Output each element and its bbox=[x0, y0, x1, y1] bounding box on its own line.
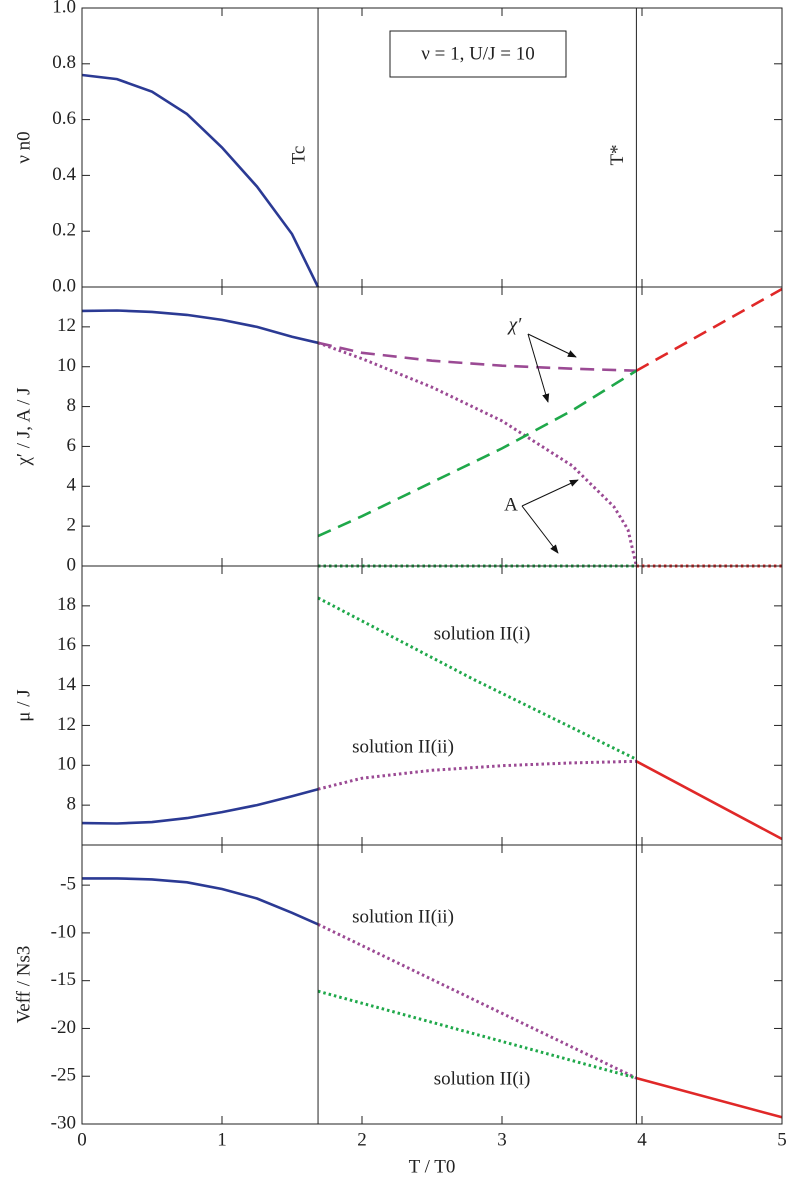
x-axis-label: T / T0 bbox=[409, 1156, 456, 1177]
series-line bbox=[317, 759, 637, 791]
series-line bbox=[317, 341, 638, 567]
y-tick-label: -20 bbox=[51, 1017, 76, 1038]
series-line bbox=[635, 287, 783, 372]
y-tick-label: 0.2 bbox=[52, 220, 76, 241]
x-tick-label: 3 bbox=[497, 1129, 507, 1150]
y-tick-label: 12 bbox=[57, 714, 76, 735]
annotation: solution II(i) bbox=[434, 1068, 531, 1089]
series-line bbox=[635, 760, 783, 841]
marker-label: Tc bbox=[288, 146, 309, 165]
y-tick-label: 4 bbox=[67, 475, 77, 496]
series-line bbox=[81, 309, 319, 345]
y-tick-label: 2 bbox=[67, 515, 77, 536]
y-tick-label: 0.8 bbox=[52, 52, 76, 73]
marker-label: T* bbox=[607, 144, 628, 165]
y-tick-label: 0.6 bbox=[52, 108, 76, 129]
y-axis-label: χ′ / J, A / J bbox=[13, 387, 34, 466]
y-tick-label: 0.4 bbox=[52, 164, 76, 185]
y-axis-label: ν n0 bbox=[13, 131, 34, 163]
y-tick-label: -5 bbox=[60, 873, 76, 894]
arrow bbox=[527, 333, 550, 403]
y-tick-label: 14 bbox=[57, 674, 77, 695]
y-tick-label: 6 bbox=[67, 435, 77, 456]
series-line bbox=[317, 922, 638, 1080]
panel-frame bbox=[81, 286, 783, 567]
x-tick-label: 1 bbox=[217, 1129, 227, 1150]
panel-frame bbox=[81, 844, 783, 1125]
series-line bbox=[636, 1076, 783, 1119]
y-tick-label: 0 bbox=[67, 554, 77, 575]
y-tick-label: 10 bbox=[57, 355, 76, 376]
y-tick-label: -25 bbox=[51, 1065, 76, 1086]
x-tick-label: 4 bbox=[637, 1129, 647, 1150]
annotation: solution II(ii) bbox=[352, 736, 454, 757]
arrow bbox=[527, 333, 577, 358]
y-tick-label: 0.0 bbox=[52, 275, 76, 296]
y-tick-label: 12 bbox=[57, 315, 76, 336]
y-axis-label: μ / J bbox=[13, 689, 34, 721]
y-tick-label: 16 bbox=[57, 634, 76, 655]
annotation: solution II(i) bbox=[434, 623, 531, 644]
annotation: χ′ bbox=[507, 314, 522, 335]
x-tick-label: 0 bbox=[77, 1129, 87, 1150]
param-label: ν = 1, U/J = 10 bbox=[421, 43, 534, 64]
x-tick-label: 2 bbox=[357, 1129, 367, 1150]
y-tick-label: 1.0 bbox=[52, 0, 76, 17]
y-tick-label: -10 bbox=[51, 921, 76, 942]
series-line bbox=[317, 369, 638, 538]
annotation: solution II(ii) bbox=[352, 906, 454, 927]
param-box bbox=[389, 30, 567, 78]
y-tick-label: 10 bbox=[57, 754, 76, 775]
series-line bbox=[81, 787, 319, 825]
annotation: A bbox=[504, 494, 518, 515]
y-tick-label: 8 bbox=[67, 794, 77, 815]
x-tick-label: 5 bbox=[777, 1129, 787, 1150]
series-line bbox=[317, 341, 637, 372]
y-tick-label: -30 bbox=[51, 1112, 76, 1133]
series-line bbox=[317, 596, 638, 761]
series-line bbox=[81, 73, 320, 288]
panel-frame bbox=[81, 565, 783, 846]
y-tick-label: -15 bbox=[51, 969, 76, 990]
y-tick-label: 18 bbox=[57, 594, 76, 615]
y-tick-label: 8 bbox=[67, 395, 77, 416]
series-line bbox=[317, 989, 637, 1080]
series-line bbox=[82, 877, 319, 926]
arrow bbox=[521, 505, 559, 554]
y-axis-label: Veff / Ns3 bbox=[13, 946, 34, 1024]
arrow bbox=[521, 479, 579, 507]
